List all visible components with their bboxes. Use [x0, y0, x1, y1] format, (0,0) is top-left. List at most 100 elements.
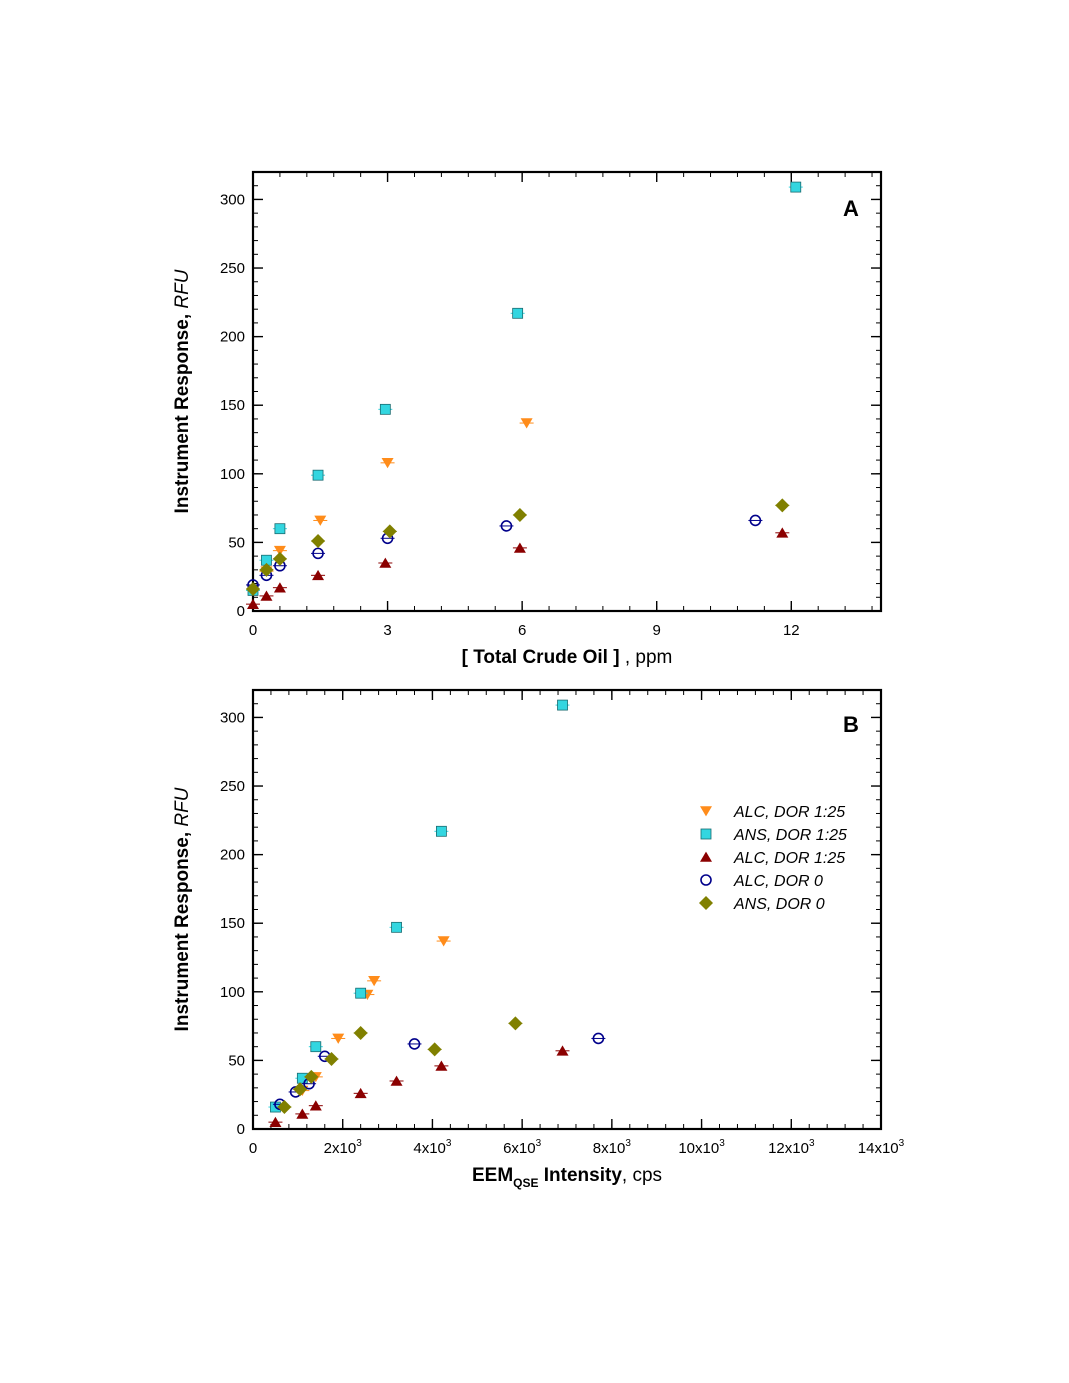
data-point	[312, 469, 324, 481]
y-tick-label: 150	[220, 397, 245, 414]
data-point	[314, 515, 327, 526]
y-tick-label: 0	[237, 1121, 245, 1138]
series-4	[272, 1032, 606, 1111]
series-5	[246, 498, 790, 597]
series-3	[246, 527, 790, 609]
legend-marker	[699, 896, 713, 910]
series-5	[277, 1016, 523, 1115]
data-point	[435, 825, 447, 837]
y-tick-label: 0	[237, 603, 245, 620]
series-1	[246, 418, 534, 596]
x-tick-label: 6x103	[503, 1138, 542, 1157]
data-point	[304, 1069, 319, 1084]
y-tick-label: 50	[228, 534, 245, 551]
y-tick-label: 200	[220, 329, 245, 346]
data-point	[427, 1042, 442, 1057]
data-point	[312, 569, 325, 581]
legend-label: ALC, DOR 1:25	[733, 850, 845, 867]
x-tick-label: 4x103	[413, 1138, 452, 1157]
data-point	[269, 1116, 282, 1127]
data-point	[274, 523, 286, 535]
data-point	[247, 598, 259, 609]
data-point	[272, 551, 287, 566]
series-4	[246, 514, 763, 591]
data-point	[437, 936, 450, 947]
x-tick-label: 12	[783, 622, 800, 639]
plot-frame	[251, 170, 883, 613]
data-point	[390, 1075, 403, 1086]
x-tick-label: 9	[653, 622, 661, 639]
data-point	[513, 542, 526, 553]
y-axis-label: Instrument Response, RFU	[172, 269, 193, 513]
series-1	[295, 936, 451, 1096]
legend-marker	[700, 851, 712, 862]
x-tick-label: 3	[383, 622, 391, 639]
x-tick-label: 8x103	[593, 1138, 632, 1157]
y-axis-label: Instrument Response, RFU	[172, 787, 193, 1031]
data-point	[296, 1108, 309, 1119]
legend-label: ANS, DOR 0	[733, 896, 825, 913]
data-point	[776, 527, 789, 538]
x-tick-label: 6	[518, 622, 526, 639]
series-3	[268, 1045, 570, 1127]
chart-panel-a: 0 3 6 9 12 0 50 100 150 200 250 300 Instrument Respo…	[172, 170, 883, 668]
data-point	[790, 181, 802, 193]
data-point	[368, 976, 381, 987]
x-tick-label: 2x103	[324, 1138, 363, 1157]
data-point	[500, 520, 513, 532]
y-tick-label: 250	[220, 778, 245, 795]
legend-marker	[700, 806, 712, 817]
legend-marker	[700, 874, 712, 886]
panel-letter: A	[843, 196, 859, 221]
y-tick-label: 50	[228, 1052, 245, 1069]
data-point	[508, 1016, 523, 1031]
data-point	[246, 582, 260, 597]
data-point	[312, 547, 324, 560]
data-point	[435, 1060, 448, 1071]
panel-letter: B	[843, 712, 859, 737]
legend-label: ANS, DOR 1:25	[733, 827, 847, 844]
data-point	[324, 1052, 339, 1067]
data-point	[592, 1032, 605, 1045]
legend-label: ALC, DOR 1:25	[733, 804, 845, 821]
data-point	[391, 921, 402, 933]
series-2	[246, 181, 803, 596]
data-point	[408, 1038, 421, 1050]
legend-marker	[700, 828, 712, 840]
data-point	[556, 1045, 569, 1056]
data-point	[310, 1041, 322, 1053]
x-tick-label: 10x103	[678, 1138, 725, 1157]
data-point	[355, 987, 367, 999]
data-point	[512, 507, 527, 522]
data-point	[382, 524, 397, 539]
data-point	[332, 1033, 345, 1044]
data-point	[512, 307, 524, 319]
data-point	[311, 534, 326, 549]
x-axis-label: EEMQSE Intensity, cps	[472, 1165, 662, 1190]
y-tick-label: 250	[220, 260, 245, 277]
data-point	[749, 514, 762, 527]
legend-label: ALC, DOR 0	[733, 873, 823, 890]
x-tick-label: 0	[249, 622, 257, 639]
data-point	[273, 582, 286, 593]
data-point	[353, 1025, 368, 1040]
data-point	[273, 545, 286, 557]
data-point	[354, 1087, 367, 1099]
data-point	[775, 498, 790, 513]
data-point	[557, 699, 568, 711]
data-point	[259, 562, 274, 577]
y-tick-label: 100	[220, 466, 245, 483]
x-axis-label: [ Total Crude Oil ] , ppm	[462, 647, 673, 668]
data-point	[381, 458, 394, 469]
y-tick-label: 300	[220, 191, 245, 208]
chart-panel-b: 0 2x103 4x103 6x103 8x103 10x103 12x103 14x103 0…	[172, 688, 905, 1190]
data-point	[520, 418, 533, 429]
x-tick-label: 12x103	[768, 1138, 815, 1157]
data-point	[379, 403, 391, 415]
data-point	[277, 1100, 292, 1115]
series-2	[268, 699, 570, 1113]
legend: ALC, DOR 1:25 ANS, DOR 1:25 ALC, DOR 1:25 A…	[699, 804, 847, 913]
data-point	[379, 557, 392, 568]
data-point	[260, 590, 273, 601]
x-tick-label: 0	[249, 1140, 257, 1157]
